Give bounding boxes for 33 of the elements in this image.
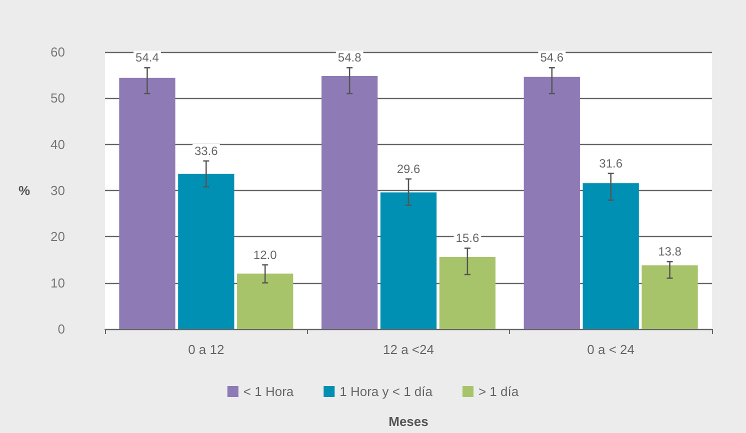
data-label: 54.6 — [540, 50, 564, 65]
data-label: 54.8 — [338, 50, 362, 65]
bar — [642, 265, 698, 329]
x-tick-label: 0 a 12 — [188, 342, 224, 357]
bar — [237, 274, 294, 329]
y-tick-label: 20 — [50, 229, 65, 244]
y-tick-label: 60 — [50, 44, 65, 60]
bar — [439, 256, 496, 329]
bar — [321, 76, 378, 329]
data-label: 13.8 — [658, 244, 682, 259]
data-label: 29.6 — [396, 162, 420, 176]
legend-label: > 1 día — [478, 384, 520, 399]
data-label: 31.6 — [599, 156, 623, 170]
data-label: 15.6 — [456, 231, 480, 246]
data-label: 33.6 — [194, 144, 218, 158]
data-label: 12.0 — [253, 248, 278, 262]
legend-label: < 1 Hora — [243, 384, 294, 399]
x-axis-title: Meses — [388, 414, 428, 429]
legend-label: 1 Hora y < 1 día — [340, 384, 434, 399]
bar — [119, 78, 176, 329]
y-tick-label: 50 — [50, 90, 65, 106]
y-axis-title: % — [18, 183, 30, 198]
bar — [582, 183, 639, 329]
y-tick-label: 40 — [50, 136, 65, 152]
bar — [380, 192, 437, 329]
y-tick-label: 10 — [50, 275, 65, 290]
bar — [524, 76, 580, 329]
x-tick-label: 0 a < 24 — [587, 342, 635, 357]
y-tick-label: 0 — [58, 322, 65, 336]
y-tick-label: 30 — [50, 183, 65, 198]
data-label: 54.4 — [136, 50, 160, 65]
x-tick-label: 12 a <24 — [383, 342, 434, 357]
bar — [178, 174, 234, 329]
